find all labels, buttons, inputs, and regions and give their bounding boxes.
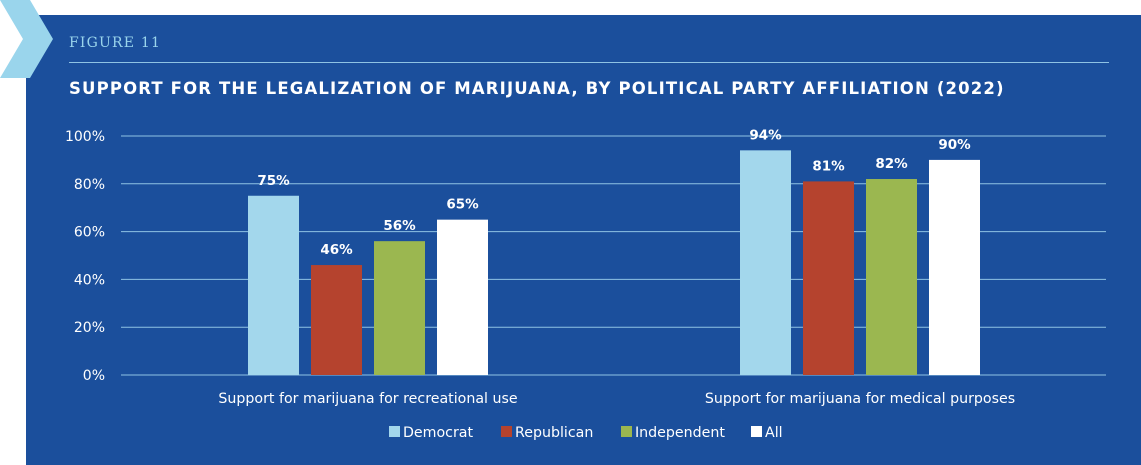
- bar-independent: [866, 179, 917, 375]
- legend-swatch-republican: [501, 426, 512, 437]
- legend-swatch-democrat: [389, 426, 400, 437]
- y-tick-label: 100%: [65, 129, 105, 145]
- bar-democrat: [740, 150, 791, 375]
- data-label: 75%: [257, 173, 290, 189]
- legend-swatch-all: [751, 426, 762, 437]
- legend-label: Independent: [635, 425, 725, 441]
- legend: Democrat Republican Independent All: [389, 425, 783, 441]
- category-label: Support for marijuana for medical purpos…: [705, 391, 1015, 407]
- legend-swatch-independent: [621, 426, 632, 437]
- data-labels: 75% 46% 56% 65% 94% 81% 82% 90%: [257, 127, 971, 258]
- bar-republican: [311, 265, 362, 375]
- y-tick-label: 20%: [74, 320, 105, 336]
- chevron-icon: [0, 0, 53, 78]
- bar-democrat: [248, 195, 299, 375]
- data-label: 94%: [749, 127, 782, 143]
- data-label: 82%: [875, 156, 908, 172]
- legend-label: All: [765, 425, 783, 441]
- data-label: 56%: [383, 218, 416, 234]
- bar-republican: [803, 181, 854, 375]
- bars: [248, 150, 980, 375]
- data-label: 46%: [320, 242, 353, 258]
- legend-label: Democrat: [403, 425, 473, 441]
- category-labels: Support for marijuana for recreational u…: [218, 391, 1015, 407]
- legend-label: Republican: [515, 425, 593, 441]
- data-label: 81%: [812, 158, 845, 174]
- figure-label: FIGURE 11: [69, 35, 162, 51]
- y-tick-label: 60%: [74, 225, 105, 241]
- bar-all: [437, 219, 488, 375]
- data-label: 90%: [938, 137, 971, 153]
- bar-all: [929, 159, 980, 375]
- bar-independent: [374, 241, 425, 375]
- y-tick-label: 40%: [74, 272, 105, 288]
- y-tick-label: 0%: [83, 368, 105, 384]
- category-label: Support for marijuana for recreational u…: [218, 391, 517, 407]
- title-divider: [69, 62, 1109, 63]
- chart-title: SUPPORT FOR THE LEGALIZATION OF MARIJUAN…: [69, 79, 1005, 98]
- y-tick-label: 80%: [74, 177, 105, 193]
- y-axis-ticks: 0% 20% 40% 60% 80% 100%: [65, 129, 105, 384]
- data-label: 65%: [446, 197, 479, 213]
